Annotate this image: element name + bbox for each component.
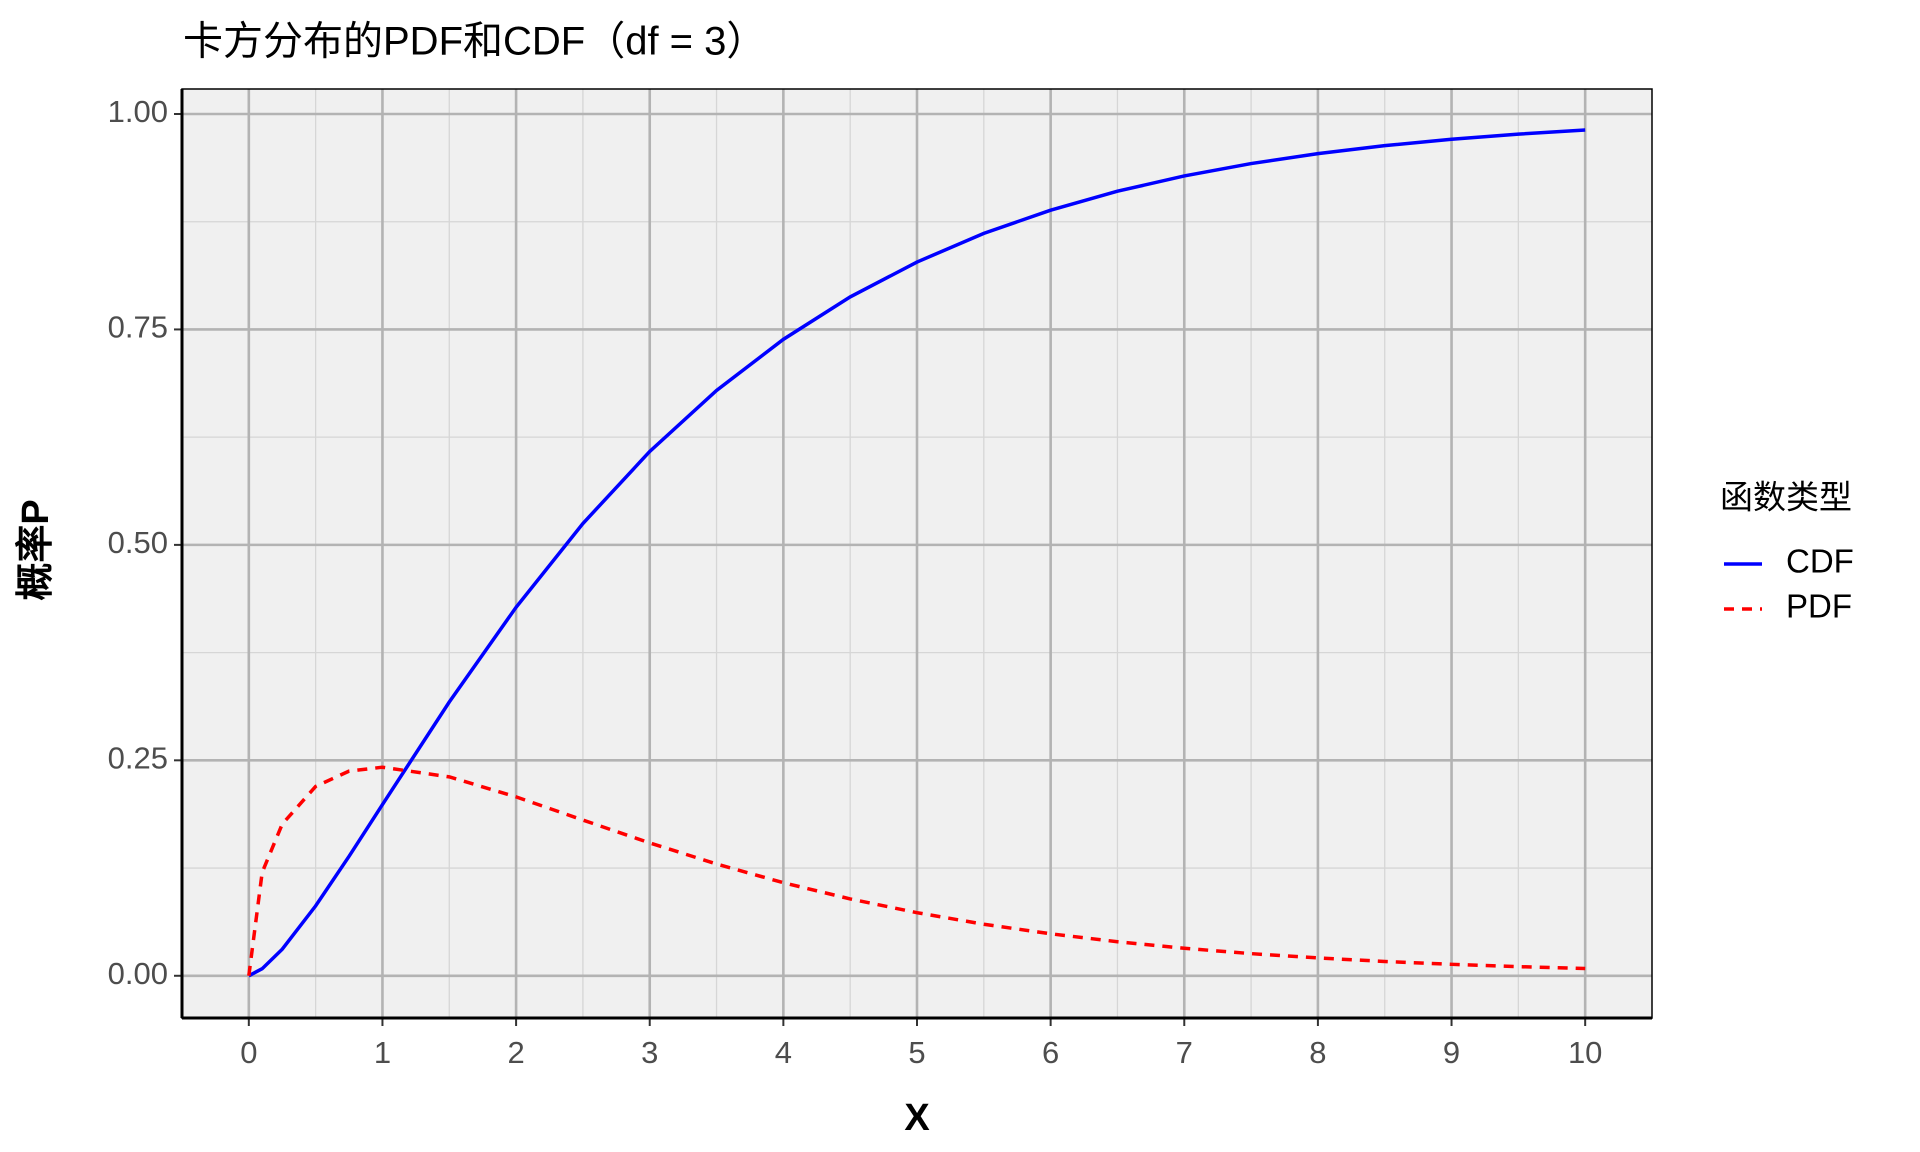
x-tick-label: 5 bbox=[908, 1035, 925, 1070]
y-axis-title: 概率P bbox=[15, 499, 57, 600]
x-tick-label: 8 bbox=[1309, 1035, 1326, 1070]
y-tick-label: 0.00 bbox=[108, 956, 168, 991]
y-tick-label: 0.75 bbox=[108, 310, 168, 345]
y-tick-label: 0.50 bbox=[108, 525, 168, 560]
y-tick-label: 0.25 bbox=[108, 741, 168, 776]
legend-label: PDF bbox=[1786, 588, 1852, 625]
x-tick-label: 0 bbox=[240, 1035, 257, 1070]
x-tick-label: 1 bbox=[374, 1035, 391, 1070]
x-tick-label: 9 bbox=[1443, 1035, 1460, 1070]
x-tick-label: 3 bbox=[641, 1035, 658, 1070]
x-tick-label: 10 bbox=[1568, 1035, 1602, 1070]
data-line bbox=[247, 765, 1586, 976]
x-tick-label: 4 bbox=[775, 1035, 792, 1070]
x-tick-label: 7 bbox=[1176, 1035, 1193, 1070]
x-axis-title: X bbox=[904, 1097, 930, 1139]
x-tick-label: 2 bbox=[507, 1035, 524, 1070]
chart-title: 卡方分布的PDF和CDF（df = 3） bbox=[183, 20, 766, 64]
legend-title: 函数类型 bbox=[1720, 479, 1852, 516]
data-line bbox=[247, 128, 1586, 978]
y-tick-label: 1.00 bbox=[108, 94, 168, 129]
x-tick-label: 6 bbox=[1042, 1035, 1059, 1070]
legend-label: CDF bbox=[1786, 543, 1854, 580]
